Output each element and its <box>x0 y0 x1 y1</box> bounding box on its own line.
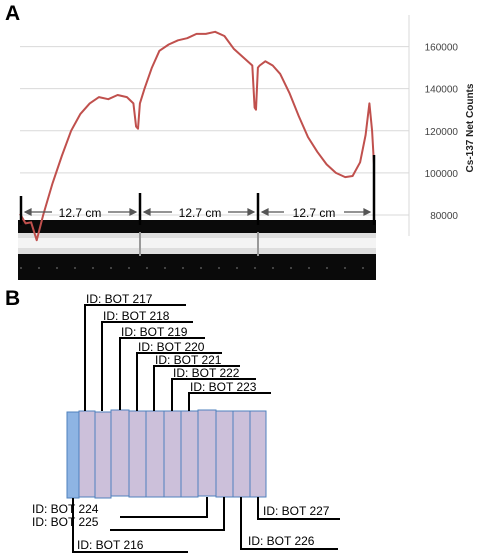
callout-line-bot-227 <box>257 497 340 520</box>
id-label-bot-221: ID: BOT 221 <box>155 353 222 367</box>
arrowhead-1-left <box>23 208 32 216</box>
arrowhead-3-left <box>260 208 269 216</box>
sample-bot-227 <box>249 410 267 498</box>
arrowhead-1-right <box>129 208 138 216</box>
callout-line-bot-221 <box>153 365 240 411</box>
y-tick-labels: 80000 100000 120000 140000 160000 <box>425 43 459 222</box>
id-label-bot-227: ID: BOT 227 <box>263 504 330 518</box>
segment-dividers <box>19 155 376 225</box>
sample-end-cap <box>66 411 80 499</box>
core-photo-strip <box>18 220 376 280</box>
arrowhead-3-right <box>363 208 372 216</box>
id-label-bot-218: ID: BOT 218 <box>103 309 170 323</box>
core-photo-highlight <box>18 238 376 248</box>
segment-label-3: 12.7 cm <box>293 206 336 220</box>
callout-line-bot-222 <box>171 378 256 411</box>
top-callouts <box>84 304 271 411</box>
sample-bot-223 <box>180 410 199 498</box>
sample-bot-220 <box>128 410 147 498</box>
segment-arrows <box>23 208 372 216</box>
id-label-bot-216: ID: BOT 216 <box>77 538 144 552</box>
top-id-labels: ID: BOT 217 ID: BOT 218 ID: BOT 219 ID: … <box>86 292 257 394</box>
sample-bot-218 <box>94 411 112 499</box>
segment-label-2: 12.7 cm <box>179 206 222 220</box>
callout-line-bot-223 <box>188 392 271 411</box>
chart-plot-area: 80000 100000 120000 140000 160000 Cs-137 Net… <box>20 15 476 236</box>
id-label-bot-223: ID: BOT 223 <box>190 380 257 394</box>
callout-line-bot-219 <box>119 337 205 410</box>
y-tick-label-120000: 120000 <box>425 127 459 138</box>
callout-line-bot-225 <box>110 497 225 531</box>
arrowhead-2-left <box>142 208 151 216</box>
y-tick-label-160000: 160000 <box>425 43 459 54</box>
series-line-cs137 <box>19 30 375 242</box>
y-axis-label: Cs-137 Net Counts <box>465 83 476 172</box>
id-label-bot-226: ID: BOT 226 <box>248 534 315 548</box>
sample-bot-222 <box>163 410 182 498</box>
callout-line-bot-224 <box>120 497 208 518</box>
sample-bot-217 <box>78 410 96 498</box>
sample-bot-221 <box>145 410 165 498</box>
id-label-bot-219: ID: BOT 219 <box>121 325 188 339</box>
y-tick-label-80000: 80000 <box>430 211 458 222</box>
panel-a-label: A <box>5 2 20 25</box>
id-label-bot-224: ID: BOT 224 <box>32 502 99 516</box>
callout-line-bot-218 <box>101 321 193 411</box>
id-label-bot-217: ID: BOT 217 <box>86 292 153 306</box>
sample-bot-225 <box>215 410 234 498</box>
y-tick-label-100000: 100000 <box>425 169 459 180</box>
y-tick-label-140000: 140000 <box>425 85 459 96</box>
gridlines <box>20 46 409 216</box>
id-label-bot-222: ID: BOT 222 <box>173 366 240 380</box>
id-label-bot-220: ID: BOT 220 <box>138 340 205 354</box>
bottom-id-labels: ID: BOT 224 ID: BOT 225 ID: BOT 216 ID: … <box>32 502 330 552</box>
arrowhead-2-right <box>247 208 256 216</box>
callout-line-bot-216 <box>72 498 188 553</box>
callout-line-bot-226 <box>240 497 338 550</box>
panel-b-label: B <box>5 287 20 310</box>
segment-label-1: 12.7 cm <box>59 206 102 220</box>
id-label-bot-225: ID: BOT 225 <box>32 515 99 529</box>
sample-bot-226 <box>232 410 251 498</box>
segment-labels: 12.7 cm 12.7 cm 12.7 cm <box>59 206 336 220</box>
sample-bot-224 <box>197 409 217 497</box>
bottom-callouts <box>72 497 340 553</box>
core-sample-diagram <box>66 409 267 499</box>
sample-bot-219 <box>110 409 130 497</box>
callout-line-bot-217 <box>84 304 186 411</box>
callout-line-bot-220 <box>136 352 222 411</box>
